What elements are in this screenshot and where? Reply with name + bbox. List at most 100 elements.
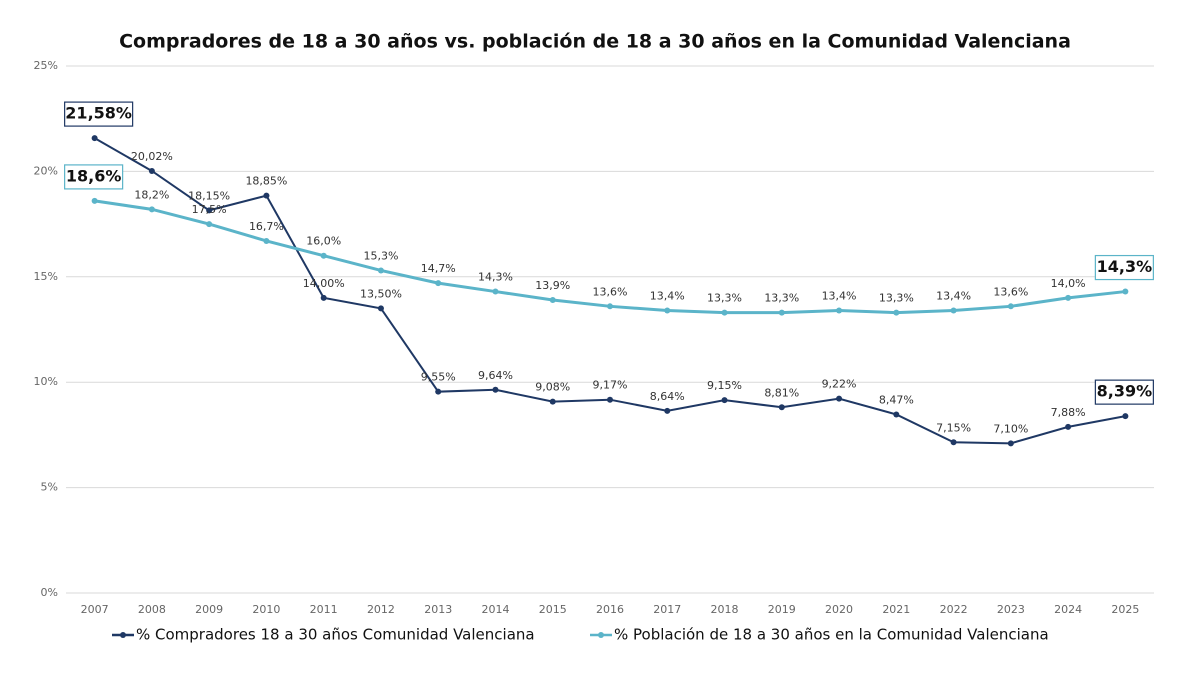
legend-label: % Población de 18 a 30 años en la Comuni…	[614, 626, 1049, 644]
value-label: 21,58%	[65, 104, 132, 123]
value-label: 7,88%	[1051, 406, 1086, 419]
data-point	[206, 207, 213, 214]
value-label: 13,3%	[707, 292, 742, 305]
value-label: 18,6%	[66, 166, 122, 185]
data-point	[1122, 288, 1129, 295]
data-point	[320, 294, 327, 301]
y-tick-label: 15%	[34, 270, 58, 283]
value-label: 13,4%	[936, 290, 971, 303]
label-box	[64, 101, 134, 127]
data-point	[721, 397, 728, 404]
value-label: 18,2%	[134, 188, 169, 201]
x-tick-label: 2012	[367, 603, 395, 616]
x-tick-label: 2011	[310, 603, 338, 616]
data-point	[664, 407, 671, 414]
value-label: 14,0%	[1051, 277, 1086, 290]
legend-label: % Compradores 18 a 30 años Comunidad Val…	[136, 626, 535, 644]
data-point	[91, 197, 98, 204]
data-point	[1007, 303, 1014, 310]
legend-marker	[598, 632, 604, 638]
data-point	[549, 398, 556, 405]
value-label: 16,0%	[306, 235, 341, 248]
value-label: 9,08%	[535, 381, 570, 394]
y-tick-label: 5%	[41, 481, 58, 494]
data-point	[492, 288, 499, 295]
data-point	[263, 237, 270, 244]
data-point	[607, 303, 613, 310]
value-label: 9,17%	[593, 379, 628, 392]
x-tick-label: 2020	[825, 603, 853, 616]
x-tick-label: 2013	[424, 603, 452, 616]
value-label: 13,6%	[993, 285, 1028, 298]
data-point	[263, 192, 270, 199]
x-tick-label: 2015	[539, 603, 567, 616]
y-tick-label: 25%	[34, 59, 58, 72]
data-point	[778, 309, 785, 316]
value-label: 9,15%	[707, 379, 742, 392]
data-point	[1065, 294, 1072, 301]
data-point	[549, 296, 556, 303]
data-point	[377, 267, 384, 274]
value-label: 9,55%	[421, 371, 456, 384]
y-tick-label: 20%	[34, 164, 58, 177]
data-point	[320, 252, 327, 259]
x-tick-label: 2008	[138, 603, 166, 616]
data-point	[1065, 423, 1072, 430]
data-point	[836, 395, 843, 402]
value-label: 14,3%	[478, 271, 513, 284]
x-tick-label: 2014	[481, 603, 509, 616]
data-point	[893, 309, 900, 316]
value-label: 14,3%	[1097, 257, 1153, 276]
data-point	[950, 439, 957, 446]
x-tick-label: 2010	[252, 603, 280, 616]
value-label: 14,00%	[303, 277, 345, 290]
data-point	[377, 305, 384, 312]
x-tick-label: 2009	[195, 603, 223, 616]
x-tick-label: 2018	[711, 603, 739, 616]
x-tick-label: 2007	[81, 603, 109, 616]
value-label: 18,85%	[245, 175, 287, 188]
data-point	[607, 396, 613, 403]
x-tick-label: 2024	[1054, 603, 1082, 616]
data-point	[778, 404, 785, 411]
data-point	[148, 167, 155, 174]
data-point	[435, 388, 442, 395]
label-box	[1094, 379, 1154, 405]
value-label: 13,4%	[822, 290, 857, 303]
value-label: 13,3%	[879, 292, 914, 305]
x-tick-label: 2025	[1111, 603, 1139, 616]
value-label: 13,9%	[535, 279, 570, 292]
value-label: 8,64%	[650, 390, 685, 403]
data-point	[893, 411, 900, 418]
label-box	[1094, 254, 1154, 281]
label-box	[64, 164, 124, 190]
data-point	[721, 309, 728, 316]
value-label: 8,81%	[764, 386, 799, 399]
value-label: 15,3%	[363, 249, 398, 262]
data-point	[206, 221, 213, 228]
value-label: 8,39%	[1097, 382, 1153, 401]
value-label: 8,47%	[879, 393, 914, 406]
value-label: 17,5%	[192, 203, 227, 216]
x-tick-label: 2017	[653, 603, 681, 616]
data-point	[950, 307, 957, 314]
x-tick-label: 2023	[997, 603, 1025, 616]
x-tick-label: 2022	[940, 603, 968, 616]
value-label: 13,4%	[650, 290, 685, 303]
data-point	[148, 206, 155, 213]
value-label: 9,64%	[478, 369, 513, 382]
value-label: 9,22%	[822, 378, 857, 391]
data-point	[664, 307, 671, 314]
data-point	[1122, 413, 1129, 420]
chart-title: Compradores de 18 a 30 años vs. població…	[119, 31, 1071, 53]
x-tick-label: 2021	[882, 603, 910, 616]
value-label: 14,7%	[421, 262, 456, 275]
data-point	[1007, 440, 1014, 447]
value-label: 13,50%	[360, 287, 402, 300]
data-point	[836, 307, 843, 314]
value-label: 7,15%	[936, 421, 971, 434]
value-label: 13,6%	[593, 285, 628, 298]
value-label: 16,7%	[249, 220, 284, 233]
y-tick-label: 10%	[34, 375, 58, 388]
